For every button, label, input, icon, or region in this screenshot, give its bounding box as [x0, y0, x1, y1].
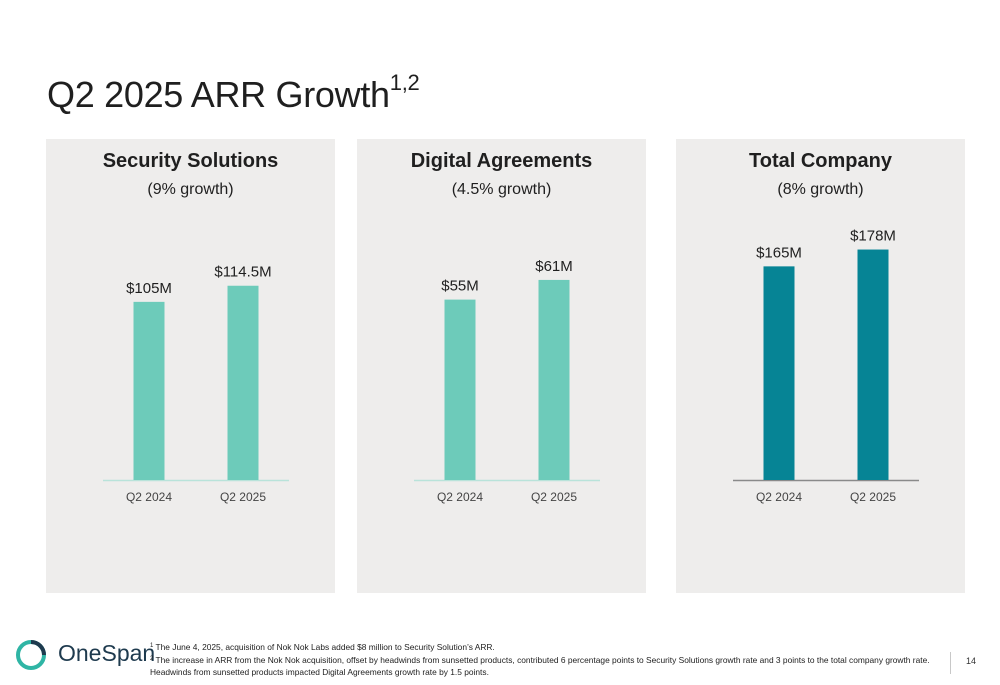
x-tick-label: Q2 2025 [220, 490, 266, 504]
bar-q2-2024 [133, 301, 165, 480]
bar-q2-2025 [227, 285, 259, 480]
bar-chart-digital-agreements: $55M Q2 2024 $61M Q2 2025 [414, 258, 600, 504]
data-label: $105M [126, 280, 172, 297]
footnote-marker: 2 [150, 655, 154, 662]
page-number-divider [950, 652, 951, 674]
chart-title: Digital Agreements [410, 150, 593, 172]
onespan-logo-icon [16, 640, 46, 670]
chart-title: Security Solutions [102, 150, 279, 172]
footnote-marker: 1 [150, 643, 154, 649]
chart-title: Total Company [749, 150, 892, 172]
bar-chart-total-company: $165M Q2 2024 $178M Q2 2025 [733, 228, 919, 504]
slide-title-text: Q2 2025 ARR Growth [47, 74, 390, 115]
logo-wordmark: OneSpan [58, 640, 156, 666]
slide-title: Q2 2025 ARR Growth1,2 [47, 70, 420, 116]
footnote-text: The June 4, 2025, acquisition of Nok Nok… [155, 642, 495, 652]
bar-q2-2025 [538, 279, 570, 480]
chart-panel-digital-agreements: Digital Agreements (4.5% growth) $55M Q2 … [357, 139, 646, 593]
data-label: $165M [756, 244, 802, 261]
data-label: $61M [535, 258, 573, 275]
footnotes: 1 The June 4, 2025, acquisition of Nok N… [150, 641, 940, 679]
footnote-1: 1 The June 4, 2025, acquisition of Nok N… [150, 641, 940, 654]
data-label: $114.5M [214, 264, 271, 281]
x-tick-label: Q2 2024 [437, 490, 483, 504]
chart-subtitle: (8% growth) [777, 181, 864, 198]
data-label: $178M [850, 228, 896, 245]
x-tick-label: Q2 2025 [531, 490, 577, 504]
data-label: $55M [441, 278, 479, 295]
chart-subtitle: (9% growth) [147, 181, 234, 198]
footnote-2: 2 The increase in ARR from the Nok Nok a… [150, 654, 940, 679]
x-tick-label: Q2 2024 [126, 490, 172, 504]
bar-q2-2024 [444, 299, 476, 480]
x-tick-label: Q2 2024 [756, 490, 802, 504]
chart-panel-security-solutions: Security Solutions (9% growth) $105M Q2 2… [46, 139, 335, 593]
page-number: 14 [966, 656, 977, 666]
chart-subtitle: (4.5% growth) [451, 181, 552, 198]
onespan-logo: OneSpan [14, 637, 155, 673]
bar-chart-security-solutions: $105M Q2 2024 $114.5M Q2 2025 [103, 264, 289, 504]
footnote-text: The increase in ARR from the Nok Nok acq… [150, 654, 930, 678]
x-tick-label: Q2 2025 [850, 490, 896, 504]
chart-panel-total-company: Total Company (8% growth) $165M Q2 2024 $1… [676, 139, 965, 593]
bar-q2-2025 [857, 249, 889, 480]
bar-q2-2024 [763, 266, 795, 480]
slide-title-superscript: 1,2 [389, 70, 420, 95]
